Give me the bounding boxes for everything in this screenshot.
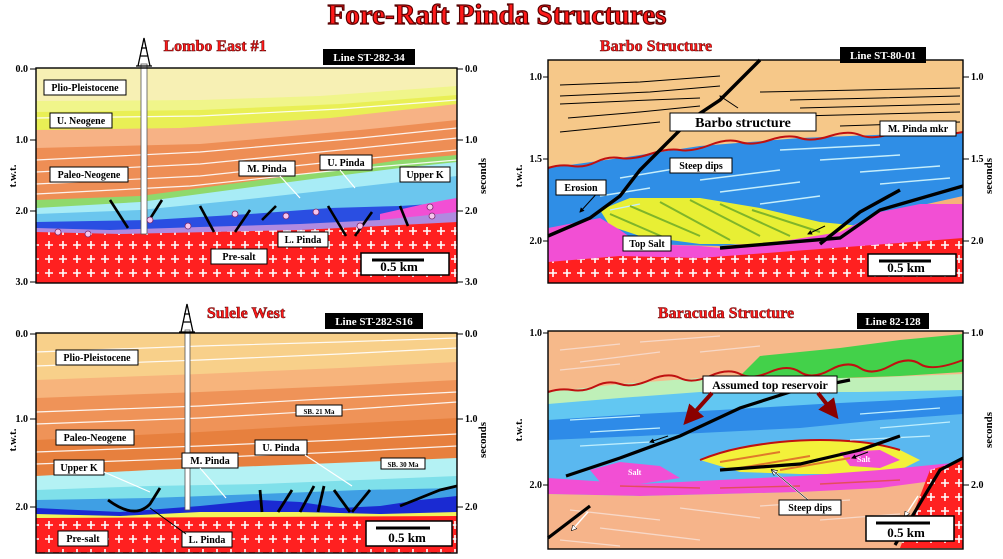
lombo-tick-right-0: 0.0 bbox=[465, 64, 478, 75]
barbo-tick-right-2: 2.0 bbox=[971, 236, 984, 247]
barbo-label-structure: Barbo structure bbox=[695, 116, 791, 131]
sulele-axis-left: 0.0 1.0 2.0 bbox=[16, 329, 36, 513]
lombo-label-paleo: Paleo-Neogene bbox=[58, 170, 121, 181]
baracuda-tick-right-0: 1.0 bbox=[971, 328, 984, 339]
barbo-axis-right-title: seconds bbox=[983, 157, 995, 194]
derrick-icon bbox=[179, 303, 195, 333]
lombo-label-presalt: Pre-salt bbox=[222, 252, 256, 263]
lombo-tick-left-2: 2.0 bbox=[16, 206, 29, 217]
barbo-tick-right-0: 1.0 bbox=[971, 72, 984, 83]
barbo-tick-left-2: 2.0 bbox=[530, 236, 543, 247]
barbo-line-label: Line ST-80-01 bbox=[850, 50, 916, 62]
lombo-scale-bar: 0.5 km bbox=[360, 252, 450, 276]
lombo-labels: Plio-Pleistocene U. Neogene Paleo-Neogen… bbox=[43, 79, 451, 265]
sulele-label-upinda: U. Pinda bbox=[262, 443, 299, 454]
sulele-line-label: Line ST-282-S16 bbox=[335, 316, 413, 328]
sulele-label-mpinda: M. Pinda bbox=[190, 456, 229, 467]
baracuda-label-salt-2: Salt bbox=[857, 455, 871, 464]
sulele-axis-left-title: t.w.t. bbox=[7, 428, 19, 451]
baracuda-line-badge bbox=[857, 313, 929, 329]
lombo-line-label: Line ST-282-34 bbox=[333, 52, 405, 64]
barbo-axis-right: 1.0 1.5 2.0 bbox=[963, 72, 984, 247]
barbo-tick-right-1: 1.5 bbox=[971, 154, 984, 165]
lombo-label-lpinda: L. Pinda bbox=[285, 235, 322, 246]
lombo-title: Lombo East #1 bbox=[163, 38, 266, 55]
sulele-label-presalt: Pre-salt bbox=[66, 534, 100, 545]
panel-barbo bbox=[547, 58, 964, 284]
sulele-tick-left-1: 1.0 bbox=[16, 414, 29, 425]
sulele-line-badge bbox=[325, 313, 423, 329]
lombo-label-mpinda: M. Pinda bbox=[247, 164, 286, 175]
barbo-label-steep: Steep dips bbox=[679, 161, 723, 172]
barbo-scale-bar: 0.5 km bbox=[867, 253, 957, 277]
lombo-tick-left-1: 1.0 bbox=[16, 135, 29, 146]
baracuda-tick-right-1: 2.0 bbox=[971, 480, 984, 491]
baracuda-label-reservoir: Assumed top reservoir bbox=[712, 378, 828, 392]
sulele-label-upperk: Upper K bbox=[60, 463, 98, 474]
sulele-title: Sulele West bbox=[207, 305, 286, 322]
lombo-axis-left: 0.0 1.0 2.0 3.0 bbox=[16, 64, 36, 288]
sulele-label-sb30: SB. 30 Ma bbox=[388, 461, 419, 469]
lombo-line-badge bbox=[323, 49, 415, 65]
sulele-label-sb21: SB. 21 Ma bbox=[304, 408, 335, 416]
barbo-line-badge bbox=[840, 47, 926, 63]
lombo-tick-left-0: 0.0 bbox=[16, 64, 29, 75]
sulele-tick-left-0: 0.0 bbox=[16, 329, 29, 340]
sulele-scale-label: 0.5 km bbox=[388, 530, 426, 545]
sulele-tick-right-1: 1.0 bbox=[465, 414, 478, 425]
baracuda-scale-label: 0.5 km bbox=[887, 525, 925, 540]
baracuda-labels: Assumed top reservoir Salt Salt Steep di… bbox=[628, 375, 871, 516]
lombo-axis-right: 0.0 1.0 2.0 3.0 bbox=[457, 64, 478, 288]
lombo-axis-right-title: seconds bbox=[477, 157, 489, 194]
lombo-tick-right-1: 1.0 bbox=[465, 135, 478, 146]
sulele-label-plio: Plio-Pleistocene bbox=[63, 353, 131, 364]
barbo-label-mkr: M. Pinda mkr bbox=[888, 124, 949, 135]
baracuda-tick-left-1: 2.0 bbox=[530, 480, 543, 491]
lombo-scale-label: 0.5 km bbox=[380, 259, 418, 274]
baracuda-axis-left-title: t.w.t. bbox=[513, 418, 525, 441]
derrick-icon bbox=[136, 37, 152, 67]
baracuda-label-steep: Steep dips bbox=[788, 503, 832, 514]
sulele-tick-left-2: 2.0 bbox=[16, 502, 29, 513]
panel-lombo-east bbox=[35, 37, 458, 284]
baracuda-tick-left-0: 1.0 bbox=[530, 328, 543, 339]
barbo-tick-left-0: 1.0 bbox=[530, 72, 543, 83]
sulele-axis-right-title: seconds bbox=[477, 421, 489, 458]
sulele-scale-bar: 0.5 km bbox=[365, 520, 453, 547]
lombo-tick-right-2: 2.0 bbox=[465, 206, 478, 217]
sulele-axis-right: 0.0 1.0 2.0 bbox=[457, 329, 478, 513]
barbo-scale-label: 0.5 km bbox=[887, 260, 925, 275]
lombo-label-uneo: U. Neogene bbox=[57, 116, 106, 127]
baracuda-scale-bar: 0.5 km bbox=[865, 515, 955, 542]
panel-sulele-west bbox=[35, 303, 458, 554]
baracuda-axis-left: 1.0 2.0 bbox=[530, 328, 548, 491]
lombo-label-plio: Plio-Pleistocene bbox=[51, 83, 119, 94]
barbo-axis-left: 1.0 1.5 2.0 bbox=[530, 72, 548, 247]
baracuda-label-salt-1: Salt bbox=[628, 468, 642, 477]
lombo-tick-right-3: 3.0 bbox=[465, 277, 478, 288]
barbo-labels: Barbo structure M. Pinda mkr Steep dips … bbox=[555, 112, 957, 252]
barbo-title: Barbo Structure bbox=[600, 38, 712, 55]
baracuda-title: Baracuda Structure bbox=[658, 305, 794, 322]
barbo-label-topsalt: Top Salt bbox=[629, 239, 665, 250]
sulele-tick-right-0: 0.0 bbox=[465, 329, 478, 340]
main-title: Fore-Raft Pinda Structures bbox=[328, 0, 667, 31]
barbo-axis-left-title: t.w.t. bbox=[513, 164, 525, 187]
lombo-tick-left-3: 3.0 bbox=[16, 277, 29, 288]
lombo-label-upinda: U. Pinda bbox=[327, 158, 364, 169]
sulele-label-paleo: Paleo-Neogene bbox=[64, 433, 127, 444]
sulele-labels: Plio-Pleistocene Paleo-Neogene SB. 21 Ma… bbox=[53, 349, 426, 548]
sulele-tick-right-2: 2.0 bbox=[465, 502, 478, 513]
baracuda-axis-right-title: seconds bbox=[983, 411, 995, 448]
lombo-label-upperk: Upper K bbox=[406, 170, 444, 181]
barbo-tick-left-1: 1.5 bbox=[530, 154, 543, 165]
baracuda-axis-right: 1.0 2.0 bbox=[963, 328, 984, 491]
barbo-label-erosion: Erosion bbox=[564, 183, 598, 194]
baracuda-line-label: Line 82-128 bbox=[865, 316, 921, 328]
sulele-label-lpinda: L. Pinda bbox=[189, 535, 226, 546]
lombo-axis-left-title: t.w.t. bbox=[7, 164, 19, 187]
